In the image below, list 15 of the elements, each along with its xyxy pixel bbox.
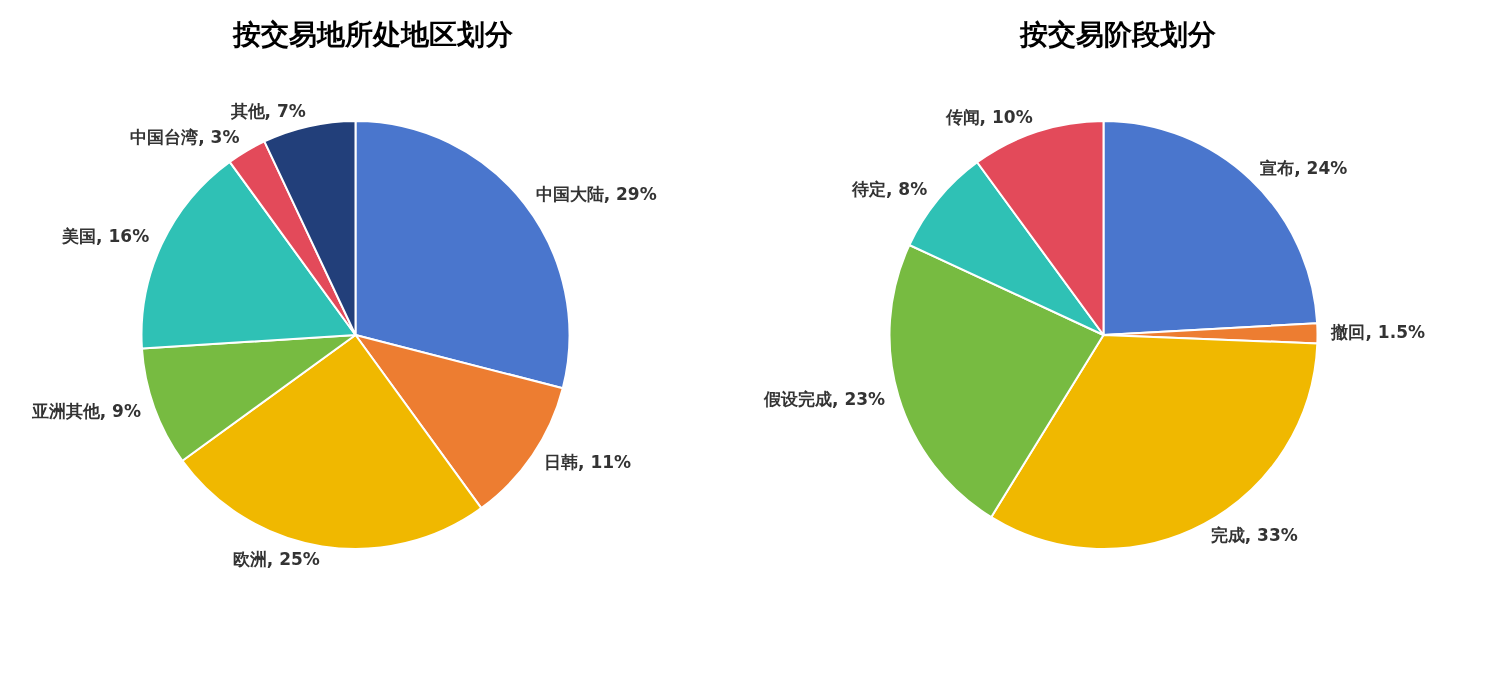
slice-label: 完成, 33% bbox=[1210, 524, 1298, 545]
slice-label: 美国, 16% bbox=[61, 226, 150, 247]
slice-label: 传闻, 10% bbox=[944, 106, 1033, 127]
slice-label: 中国台湾, 3% bbox=[130, 127, 240, 148]
slice-label: 中国大陆, 29% bbox=[535, 183, 657, 204]
chart-title: 按交易地所处地区划分 bbox=[231, 17, 514, 53]
slice-label: 其他, 7% bbox=[229, 100, 306, 121]
chart-title: 按交易阶段划分 bbox=[1018, 17, 1217, 53]
slice-label: 亚洲其他, 9% bbox=[30, 400, 141, 421]
slice-label: 宣布, 24% bbox=[1260, 157, 1348, 178]
slice-label: 撤回, 1.5% bbox=[1330, 321, 1426, 342]
slice-label: 欧洲, 25% bbox=[232, 548, 320, 569]
slice-label: 日韩, 11% bbox=[544, 451, 632, 472]
slice-label: 假设完成, 23% bbox=[763, 389, 886, 410]
slice-label: 待定, 8% bbox=[850, 178, 928, 199]
